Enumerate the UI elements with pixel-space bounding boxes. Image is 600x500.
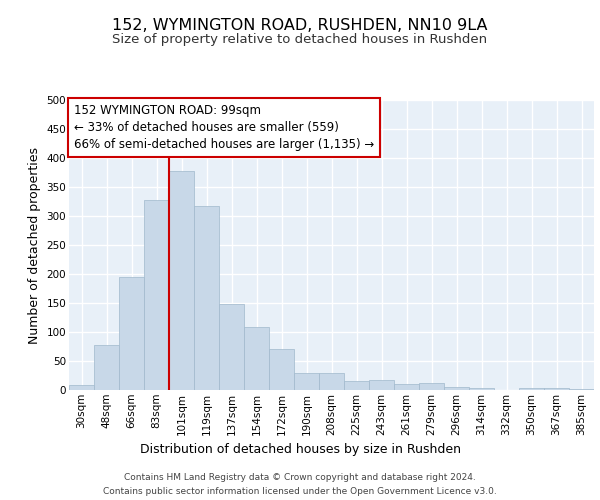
Bar bbox=[194, 206, 219, 390]
Bar bbox=[69, 386, 94, 390]
Bar bbox=[469, 388, 494, 390]
Bar bbox=[319, 372, 344, 390]
Bar bbox=[544, 388, 569, 390]
Bar bbox=[444, 387, 469, 390]
Bar bbox=[344, 382, 369, 390]
Text: Distribution of detached houses by size in Rushden: Distribution of detached houses by size … bbox=[139, 442, 461, 456]
Bar bbox=[394, 384, 419, 390]
Bar bbox=[244, 328, 269, 390]
Y-axis label: Number of detached properties: Number of detached properties bbox=[28, 146, 41, 344]
Bar bbox=[169, 171, 194, 390]
Bar bbox=[519, 388, 544, 390]
Text: 152, WYMINGTON ROAD, RUSHDEN, NN10 9LA: 152, WYMINGTON ROAD, RUSHDEN, NN10 9LA bbox=[112, 18, 488, 32]
Bar bbox=[144, 200, 169, 390]
Bar bbox=[419, 383, 444, 390]
Text: Contains public sector information licensed under the Open Government Licence v3: Contains public sector information licen… bbox=[103, 488, 497, 496]
Bar bbox=[119, 277, 144, 390]
Bar bbox=[294, 372, 319, 390]
Bar bbox=[219, 304, 244, 390]
Text: Contains HM Land Registry data © Crown copyright and database right 2024.: Contains HM Land Registry data © Crown c… bbox=[124, 472, 476, 482]
Bar bbox=[569, 389, 594, 390]
Bar bbox=[269, 350, 294, 390]
Bar bbox=[94, 345, 119, 390]
Text: 152 WYMINGTON ROAD: 99sqm
← 33% of detached houses are smaller (559)
66% of semi: 152 WYMINGTON ROAD: 99sqm ← 33% of detac… bbox=[74, 104, 374, 152]
Text: Size of property relative to detached houses in Rushden: Size of property relative to detached ho… bbox=[112, 32, 488, 46]
Bar bbox=[369, 380, 394, 390]
